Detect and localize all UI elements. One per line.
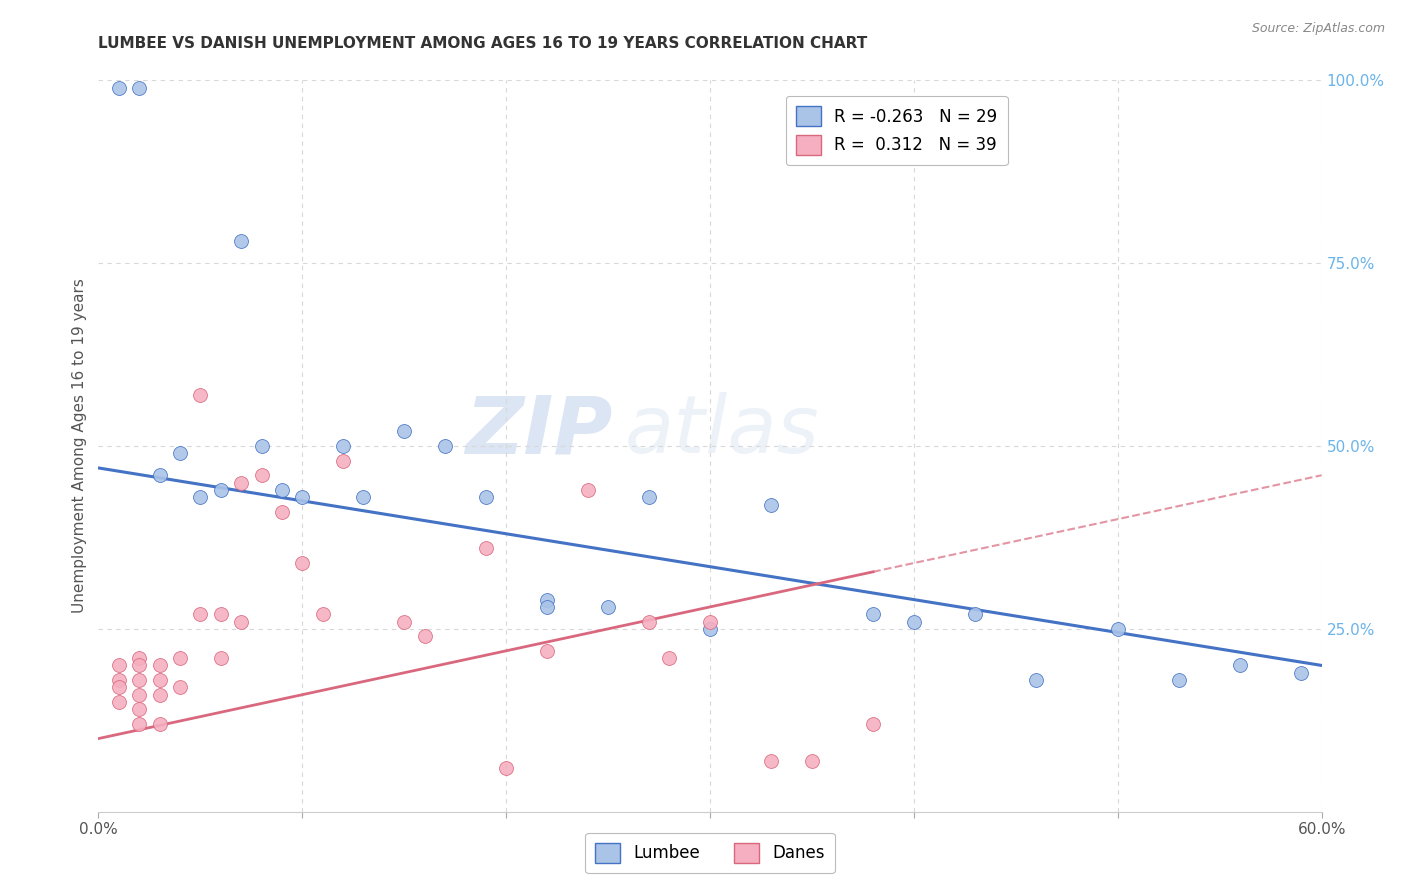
Point	[149, 658, 172, 673]
Legend: Lumbee, Danes: Lumbee, Danes	[585, 832, 835, 873]
Point	[149, 717, 172, 731]
Point	[965, 607, 987, 622]
Point	[270, 483, 294, 497]
Point	[128, 717, 150, 731]
Point	[495, 761, 517, 775]
Point	[108, 80, 131, 95]
Text: ZIP: ZIP	[465, 392, 612, 470]
Point	[576, 483, 599, 497]
Point	[434, 439, 457, 453]
Point	[536, 599, 558, 614]
Point	[128, 658, 150, 673]
Point	[108, 695, 131, 709]
Point	[598, 599, 620, 614]
Point	[474, 490, 498, 504]
Point	[392, 425, 416, 439]
Point	[638, 490, 661, 504]
Point	[209, 607, 232, 622]
Point	[332, 453, 354, 467]
Point	[312, 607, 335, 622]
Point	[801, 754, 824, 768]
Text: atlas: atlas	[624, 392, 820, 470]
Point	[699, 622, 721, 636]
Point	[108, 681, 131, 695]
Point	[149, 673, 172, 687]
Point	[128, 702, 150, 716]
Point	[128, 80, 150, 95]
Point	[1025, 673, 1047, 687]
Point	[474, 541, 498, 556]
Point	[231, 475, 253, 490]
Point	[291, 556, 314, 570]
Point	[352, 490, 374, 504]
Point	[862, 717, 884, 731]
Point	[536, 644, 558, 658]
Point	[128, 651, 150, 665]
Point	[209, 651, 232, 665]
Point	[108, 658, 131, 673]
Point	[291, 490, 314, 504]
Text: LUMBEE VS DANISH UNEMPLOYMENT AMONG AGES 16 TO 19 YEARS CORRELATION CHART: LUMBEE VS DANISH UNEMPLOYMENT AMONG AGES…	[98, 36, 868, 51]
Point	[231, 615, 253, 629]
Point	[149, 468, 172, 483]
Point	[536, 592, 558, 607]
Point	[1291, 665, 1313, 680]
Point	[761, 498, 783, 512]
Point	[638, 615, 661, 629]
Point	[903, 615, 925, 629]
Point	[188, 607, 212, 622]
Point	[1107, 622, 1129, 636]
Point	[188, 388, 212, 402]
Point	[658, 651, 681, 665]
Point	[188, 490, 212, 504]
Point	[862, 607, 884, 622]
Point	[332, 439, 354, 453]
Point	[169, 681, 191, 695]
Point	[128, 688, 150, 702]
Point	[169, 446, 191, 460]
Point	[761, 754, 783, 768]
Point	[231, 234, 253, 248]
Point	[250, 468, 273, 483]
Point	[1229, 658, 1251, 673]
Point	[392, 615, 416, 629]
Point	[250, 439, 273, 453]
Point	[169, 651, 191, 665]
Point	[209, 483, 232, 497]
Y-axis label: Unemployment Among Ages 16 to 19 years: Unemployment Among Ages 16 to 19 years	[72, 278, 87, 614]
Point	[699, 615, 721, 629]
Point	[413, 629, 436, 643]
Point	[108, 673, 131, 687]
Point	[128, 673, 150, 687]
Point	[270, 505, 294, 519]
Point	[1167, 673, 1189, 687]
Text: Source: ZipAtlas.com: Source: ZipAtlas.com	[1251, 22, 1385, 36]
Point	[149, 688, 172, 702]
